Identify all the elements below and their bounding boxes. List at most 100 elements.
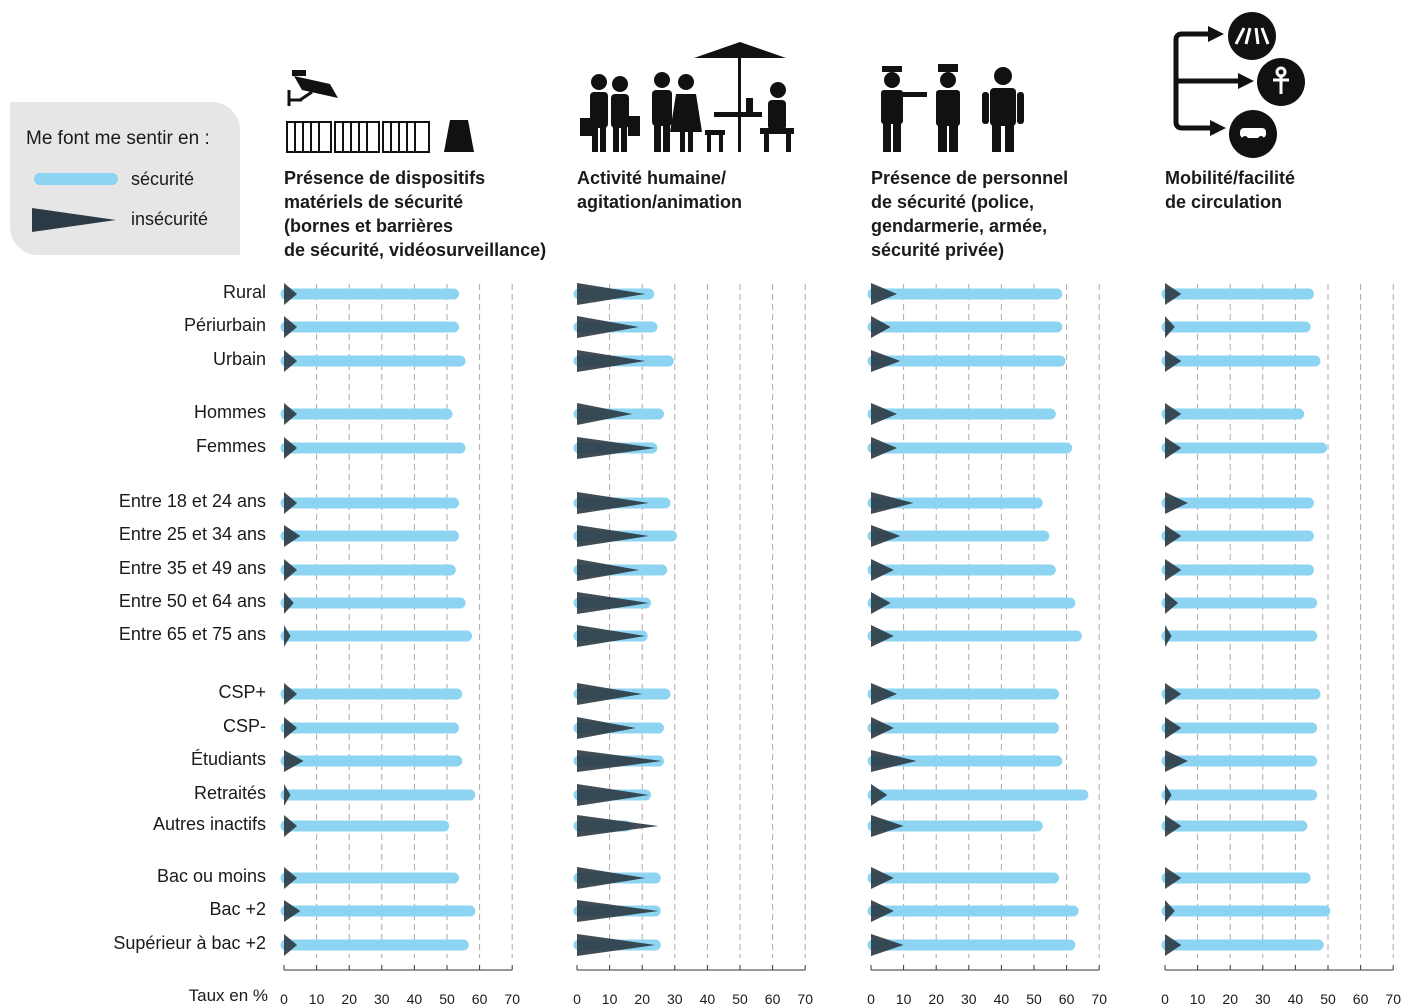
panel-title-line: agitation/animation <box>577 192 743 212</box>
panels-layer: 0 10 20 30 40 50 60 70 0 10 20 30 40 50 60 70 0 10 20 30 40 5… <box>280 283 1401 1007</box>
wedge-insecurite <box>284 867 298 889</box>
row-label: CSP+ <box>218 682 266 702</box>
x-tick-label: 60 <box>765 991 781 1007</box>
row-label: Bac +2 <box>209 899 266 919</box>
x-tick-label: 40 <box>994 991 1010 1007</box>
wedge-insecurite <box>284 815 298 837</box>
wedge-insecurite <box>577 350 646 372</box>
wedge-insecurite <box>871 283 898 305</box>
x-tick-label: 10 <box>896 991 912 1007</box>
row-label: Périurbain <box>183 315 266 335</box>
wedge-insecurite <box>1165 525 1182 547</box>
x-tick-label: 50 <box>732 991 748 1007</box>
x-tick-label: 20 <box>341 991 357 1007</box>
x-tick-label: 70 <box>1091 991 1107 1007</box>
row-label: Bac ou moins <box>156 866 266 886</box>
wedge-insecurite <box>284 403 298 425</box>
panel-title-personnel: Présence de personnel de sécurité (polic… <box>871 166 1068 262</box>
wedge-insecurite <box>577 437 656 459</box>
wedge-insecurite <box>1165 784 1172 806</box>
wedge-insecurite <box>1165 683 1182 705</box>
x-tick-label: 30 <box>1255 991 1271 1007</box>
x-tick-label: 70 <box>504 991 520 1007</box>
x-tick-label: 70 <box>1385 991 1401 1007</box>
wedge-insecurite <box>1165 283 1182 305</box>
wedge-insecurite <box>1165 867 1182 889</box>
panel-title-line: matériels de sécurité <box>284 192 464 212</box>
wedge-insecurite <box>871 683 898 705</box>
wedge-insecurite <box>284 784 291 806</box>
panel-title-line: Présence de dispositifs <box>284 168 486 188</box>
wedge-insecurite <box>1165 625 1172 647</box>
wedge-insecurite <box>1165 316 1175 338</box>
wedge-insecurite <box>1165 403 1182 425</box>
x-tick-label: 60 <box>1353 991 1369 1007</box>
x-tick-label: 60 <box>1059 991 1075 1007</box>
panel-title-activity: Activité humaine/ agitation/animation <box>577 166 742 214</box>
wedge-insecurite <box>871 625 894 647</box>
x-tick-label: 50 <box>1320 991 1336 1007</box>
wedge-insecurite <box>1165 559 1182 581</box>
wedge-insecurite <box>284 492 298 514</box>
chart-panel: 0 10 20 30 40 50 60 70 <box>867 283 1107 1007</box>
wedge-insecurite <box>1165 900 1175 922</box>
wedge-insecurite <box>577 403 633 425</box>
x-tick-label: 10 <box>309 991 325 1007</box>
wedge-insecurite <box>871 717 894 739</box>
row-label: Rural <box>222 282 266 302</box>
wedge-insecurite <box>1165 717 1182 739</box>
wedge-insecurite <box>1165 750 1188 772</box>
wedge-insecurite <box>577 900 659 922</box>
wedge-insecurite <box>1165 934 1182 956</box>
x-tick-label: 60 <box>472 991 488 1007</box>
wedge-insecurite <box>284 350 298 372</box>
wedge-insecurite <box>577 867 646 889</box>
x-tick-label: 40 <box>407 991 423 1007</box>
wedge-insecurite <box>577 625 646 647</box>
axis-caption: Taux en % <box>188 986 268 1005</box>
wedge-insecurite <box>871 900 894 922</box>
x-tick-label: 30 <box>961 991 977 1007</box>
wedge-insecurite <box>577 492 649 514</box>
row-label: CSP- <box>222 716 266 736</box>
wedge-insecurite <box>1165 592 1179 614</box>
wedge-insecurite <box>1165 350 1182 372</box>
panel-title-devices: Présence de dispositifs matériels de séc… <box>284 166 546 262</box>
wedge-insecurite <box>284 283 298 305</box>
wedge-insecurite <box>577 525 649 547</box>
wedge-insecurite <box>871 492 914 514</box>
legend-swatch-unsafe <box>32 208 116 232</box>
row-label: Entre 35 et 49 ans <box>118 558 266 578</box>
row-label: Entre 65 et 75 ans <box>118 624 266 644</box>
wedge-insecurite <box>577 784 649 806</box>
panel-title-line: de sécurité (police, <box>871 192 1035 212</box>
panel-title-line: Présence de personnel <box>871 168 1069 188</box>
x-tick-label: 0 <box>867 991 875 1007</box>
x-tick-label: 30 <box>667 991 683 1007</box>
crowd-terrace-icon <box>580 42 794 152</box>
x-tick-label: 30 <box>374 991 390 1007</box>
x-tick-label: 50 <box>1026 991 1042 1007</box>
wedge-insecurite <box>284 559 298 581</box>
row-label: Étudiants <box>190 749 266 769</box>
x-tick-label: 0 <box>573 991 581 1007</box>
x-tick-label: 20 <box>1222 991 1238 1007</box>
mobility-arrows-icon <box>1173 12 1305 158</box>
legend-title: Me font me sentir en : <box>26 128 210 149</box>
wedge-insecurite <box>577 283 646 305</box>
wedge-insecurite <box>871 592 891 614</box>
panel-title-line: (bornes et barrières <box>284 216 454 236</box>
x-tick-label: 20 <box>928 991 944 1007</box>
wedge-insecurite <box>871 350 901 372</box>
wedge-insecurite <box>871 316 891 338</box>
wedge-insecurite <box>871 559 894 581</box>
x-tick-label: 50 <box>439 991 455 1007</box>
wedge-insecurite <box>1165 437 1182 459</box>
row-label: Urbain <box>212 349 266 369</box>
panel-title-line: de circulation <box>1165 192 1283 212</box>
x-tick-label: 0 <box>1161 991 1169 1007</box>
panel-title-line: sécurité privée) <box>871 240 1005 260</box>
chart-panel: 0 10 20 30 40 50 60 70 <box>280 283 520 1007</box>
legend-label-safe: sécurité <box>131 169 195 189</box>
